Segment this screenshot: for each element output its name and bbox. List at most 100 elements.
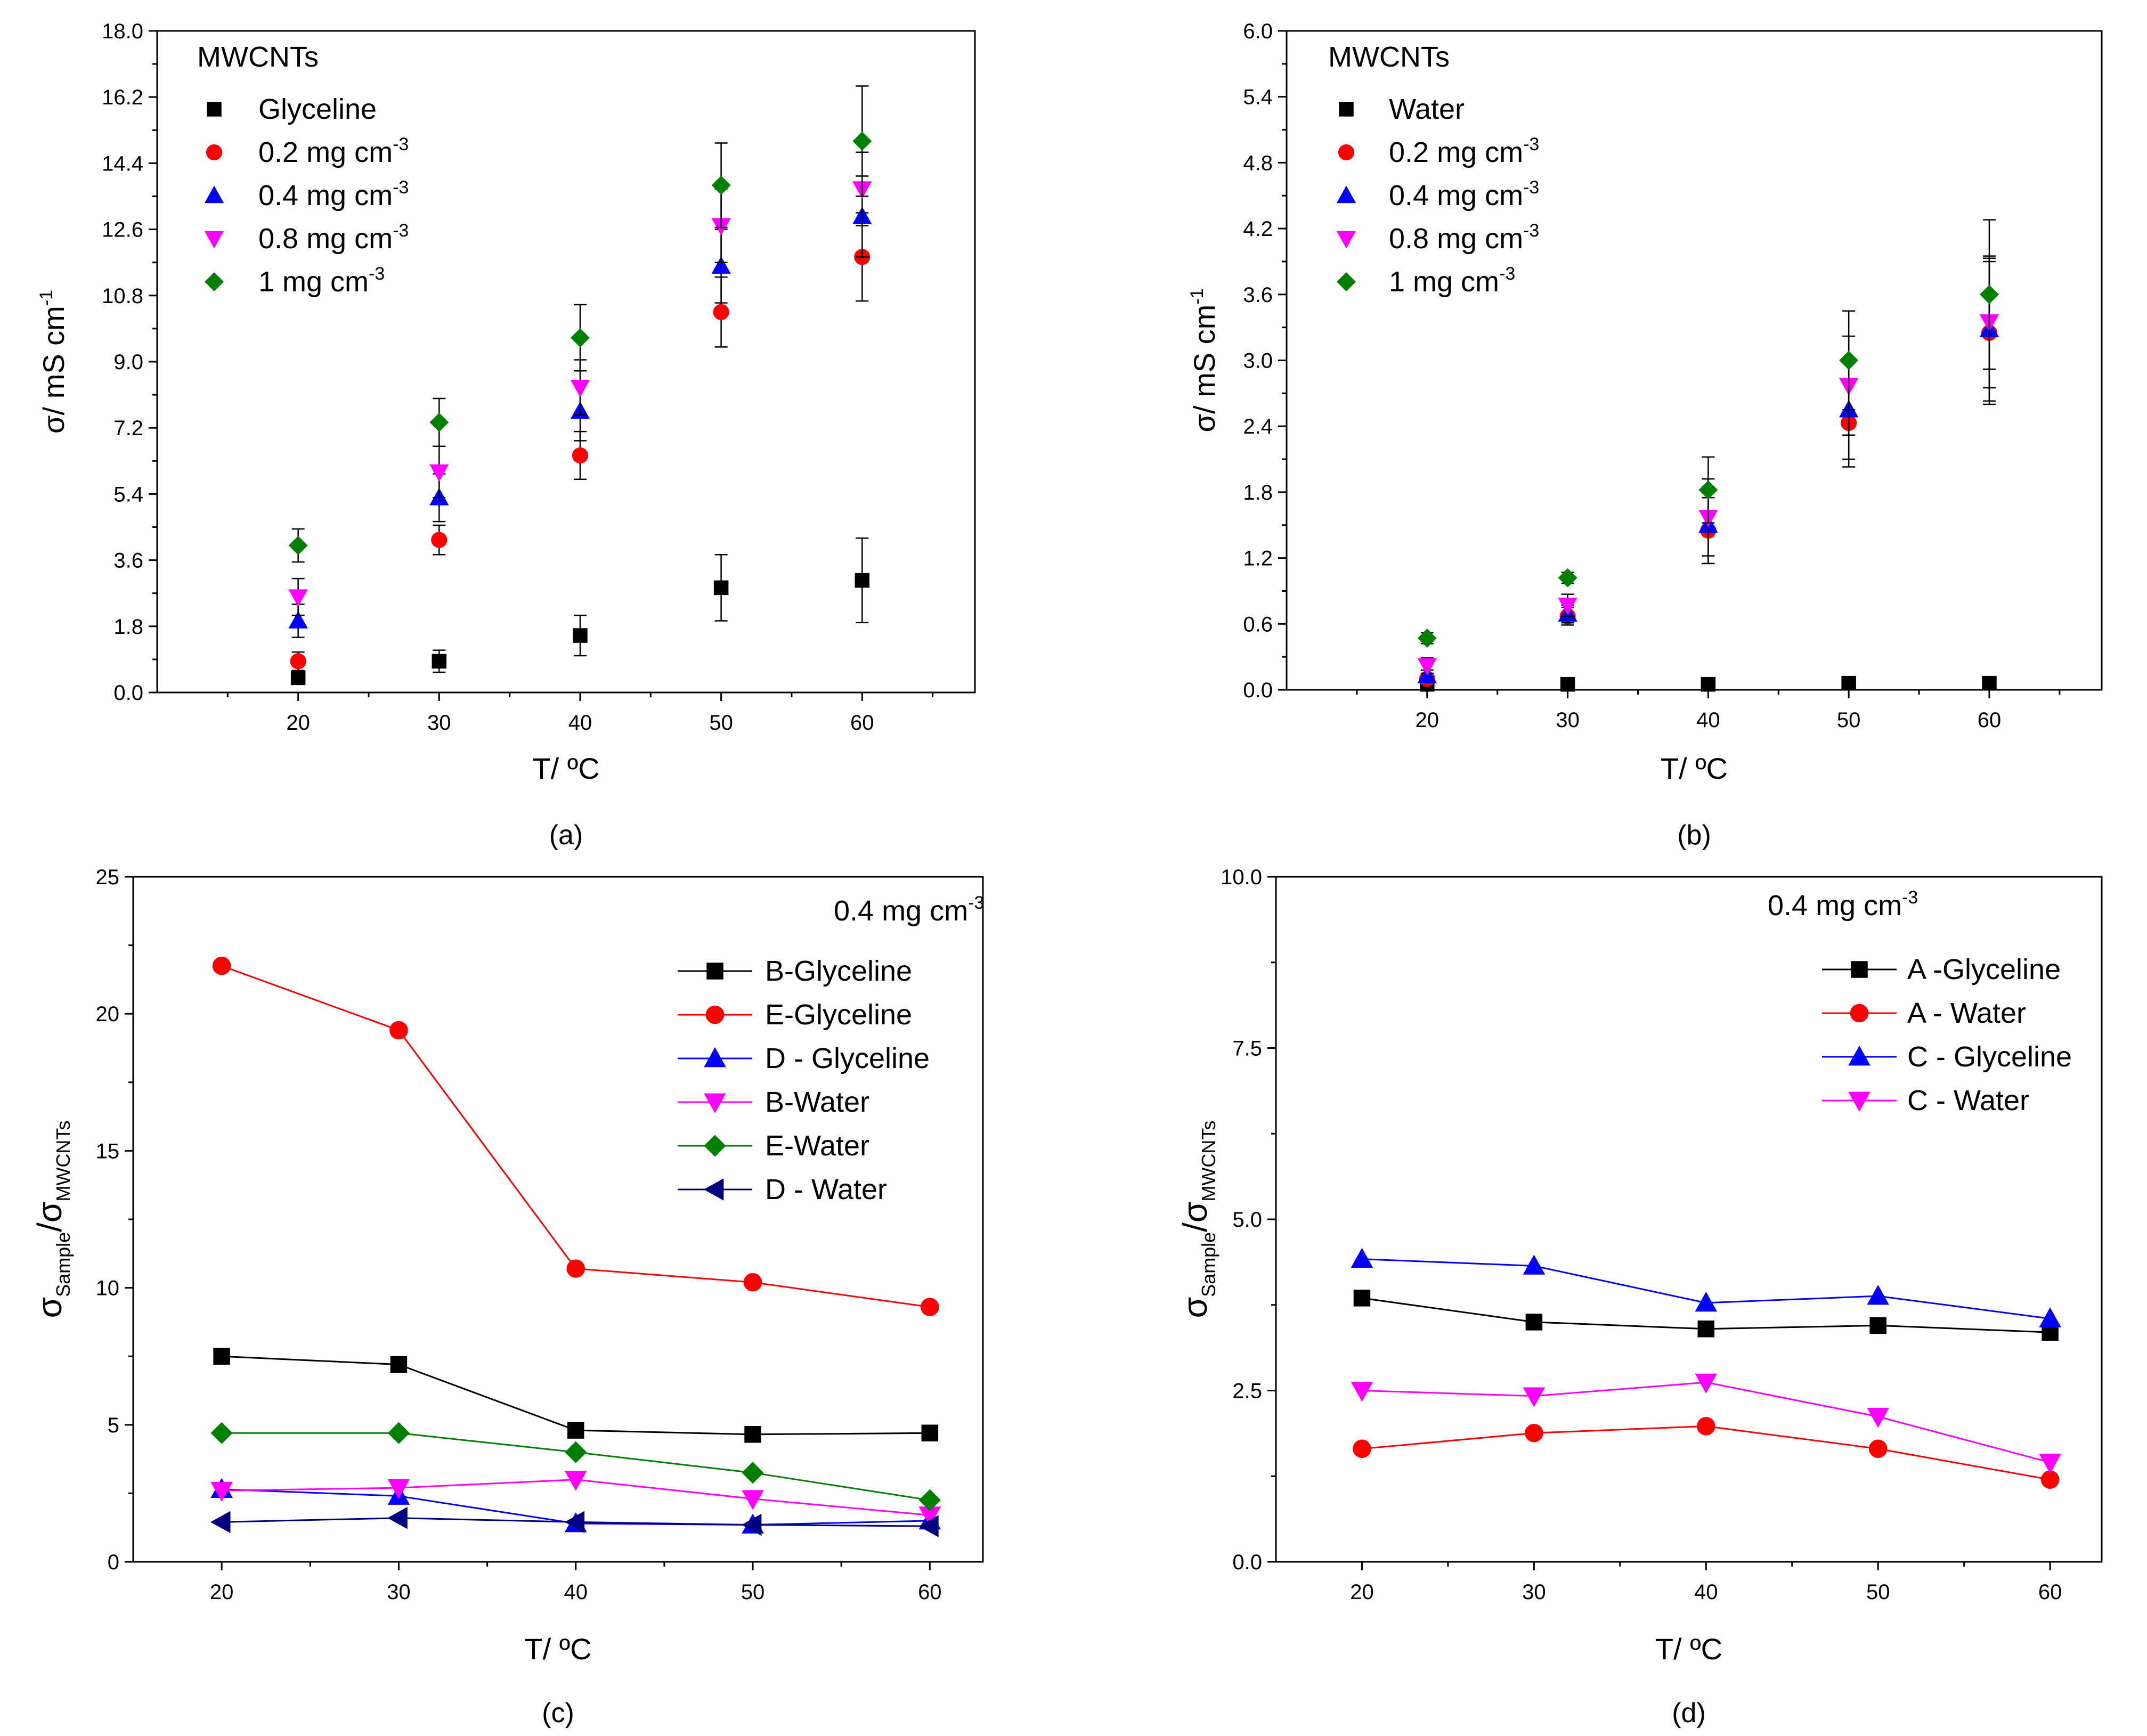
data-point bbox=[744, 1426, 761, 1443]
x-axis-label: T/ ºC bbox=[524, 1632, 591, 1666]
y-axis-label: σ/ mS cm-1 bbox=[1187, 288, 1221, 432]
y-axis-label: σ/ mS cm-1 bbox=[36, 290, 70, 434]
data-point bbox=[1560, 677, 1575, 692]
legend-label: 1 mg cm-3 bbox=[1389, 264, 1515, 298]
legend-label: 0.2 mg cm-3 bbox=[258, 134, 409, 168]
panel-caption: (d) bbox=[1672, 1698, 1706, 1729]
data-point bbox=[1353, 1290, 1371, 1307]
data-point bbox=[1867, 1284, 1889, 1305]
legend-marker bbox=[207, 102, 222, 117]
legend-marker bbox=[1850, 1004, 1869, 1023]
y-tick-label: 4.8 bbox=[1243, 151, 1273, 175]
legend-marker bbox=[1848, 1091, 1871, 1112]
data-point bbox=[432, 654, 447, 669]
y-tick-label: 0.0 bbox=[1243, 679, 1273, 702]
y-tick-label: 4.2 bbox=[1243, 217, 1273, 241]
y-tick-label: 10.8 bbox=[102, 284, 143, 308]
legend-label: A - Water bbox=[1907, 997, 2026, 1029]
legend-label-base: 0.4 mg cm bbox=[1389, 180, 1523, 211]
data-point bbox=[387, 1422, 410, 1444]
legend-label: 0.4 mg cm-3 bbox=[1389, 177, 1539, 211]
x-tick-label: 50 bbox=[741, 1580, 765, 1604]
series-1 bbox=[212, 956, 939, 1316]
legend-label: 0.8 mg cm-3 bbox=[1389, 221, 1539, 255]
data-point bbox=[1695, 1291, 1718, 1312]
y-label-sub-mwcnts: MWCNTs bbox=[52, 1121, 74, 1202]
legend-label: C - Water bbox=[1907, 1085, 2029, 1116]
plot-frame bbox=[1286, 30, 2103, 691]
legend-marker bbox=[704, 1047, 726, 1067]
legend-title: MWCNTs bbox=[197, 41, 319, 73]
y-tick-label: 5.4 bbox=[1243, 86, 1273, 109]
data-point bbox=[288, 536, 308, 555]
data-point bbox=[210, 1511, 231, 1534]
y-tick-label: 6.0 bbox=[1243, 20, 1273, 43]
y-tick-label: 1.8 bbox=[113, 615, 143, 639]
data-point bbox=[852, 132, 872, 151]
data-point bbox=[210, 1481, 233, 1502]
y-tick-label: 20 bbox=[96, 1003, 120, 1026]
legend-label-sup: -3 bbox=[393, 221, 409, 241]
data-point bbox=[1351, 1382, 1373, 1402]
x-tick-label: 60 bbox=[850, 711, 874, 735]
y-label-base: σ/ mS cm bbox=[1188, 305, 1221, 433]
y-tick-label: 0.6 bbox=[1243, 613, 1273, 636]
data-point bbox=[2039, 1454, 2061, 1474]
data-point bbox=[1867, 1408, 1889, 1428]
series-0 bbox=[213, 1348, 939, 1443]
legend-label: B-Glyceline bbox=[765, 955, 912, 987]
panel-caption: (a) bbox=[549, 820, 583, 851]
y-tick-label: 12.6 bbox=[102, 218, 143, 242]
data-point bbox=[741, 1513, 762, 1536]
legend-label-sup: -3 bbox=[393, 134, 409, 154]
legend-label: 0.8 mg cm-3 bbox=[258, 221, 409, 255]
x-axis-label: T/ ºC bbox=[1655, 1632, 1722, 1666]
data-point bbox=[288, 589, 308, 607]
series-1 bbox=[1353, 1417, 2060, 1489]
data-point bbox=[390, 1356, 408, 1373]
legend-label: B-Water bbox=[765, 1086, 869, 1118]
plot-frame bbox=[156, 30, 976, 694]
legend-marker bbox=[706, 963, 723, 980]
legend-marker bbox=[704, 1135, 726, 1157]
x-tick-label: 50 bbox=[1866, 1580, 1890, 1604]
data-point bbox=[210, 1422, 233, 1444]
y-tick-label: 0 bbox=[108, 1551, 119, 1574]
data-point bbox=[1417, 658, 1437, 676]
y-label-divider: /σ bbox=[1176, 1202, 1214, 1232]
data-point bbox=[431, 532, 448, 548]
x-tick-label: 60 bbox=[1978, 708, 2002, 732]
legend-marker bbox=[1851, 961, 1868, 978]
y-tick-label: 10.0 bbox=[1221, 866, 1262, 889]
legend-marker bbox=[1336, 185, 1356, 203]
legend-label: C - Glyceline bbox=[1907, 1041, 2072, 1073]
legend-marker bbox=[704, 1093, 726, 1114]
data-point bbox=[429, 412, 449, 432]
legend-marker bbox=[205, 272, 224, 291]
legend-label-sup: -3 bbox=[1499, 264, 1515, 284]
x-tick-label: 20 bbox=[210, 1580, 234, 1604]
data-point bbox=[290, 653, 306, 670]
x-tick-label: 40 bbox=[1694, 1580, 1718, 1604]
legend-label: D - Water bbox=[765, 1173, 887, 1205]
data-point bbox=[565, 1441, 587, 1463]
series-4 bbox=[210, 1422, 941, 1511]
legend-label: Water bbox=[1389, 93, 1465, 125]
legend-label-base: 0.4 mg cm bbox=[258, 180, 393, 211]
data-point bbox=[918, 1515, 939, 1537]
legend-marker bbox=[1848, 1045, 1871, 1066]
data-point bbox=[573, 628, 588, 643]
data-point bbox=[567, 1422, 584, 1439]
data-point bbox=[1525, 1423, 1543, 1442]
legend-marker bbox=[1338, 144, 1355, 161]
x-tick-label: 40 bbox=[568, 711, 592, 735]
y-tick-label: 1.2 bbox=[1243, 547, 1273, 570]
legend: 0.4 mg cm-3 B-Glyceline E-Glyceline D - Gly… bbox=[678, 893, 984, 1205]
y-tick-label: 14.4 bbox=[102, 152, 143, 175]
legend-label-base: 1 mg cm bbox=[258, 266, 369, 298]
legend-title-base: 0.4 mg cm bbox=[834, 895, 968, 927]
data-point bbox=[212, 956, 231, 975]
data-point bbox=[564, 1511, 585, 1534]
legend-label-sup: -3 bbox=[1523, 221, 1539, 241]
